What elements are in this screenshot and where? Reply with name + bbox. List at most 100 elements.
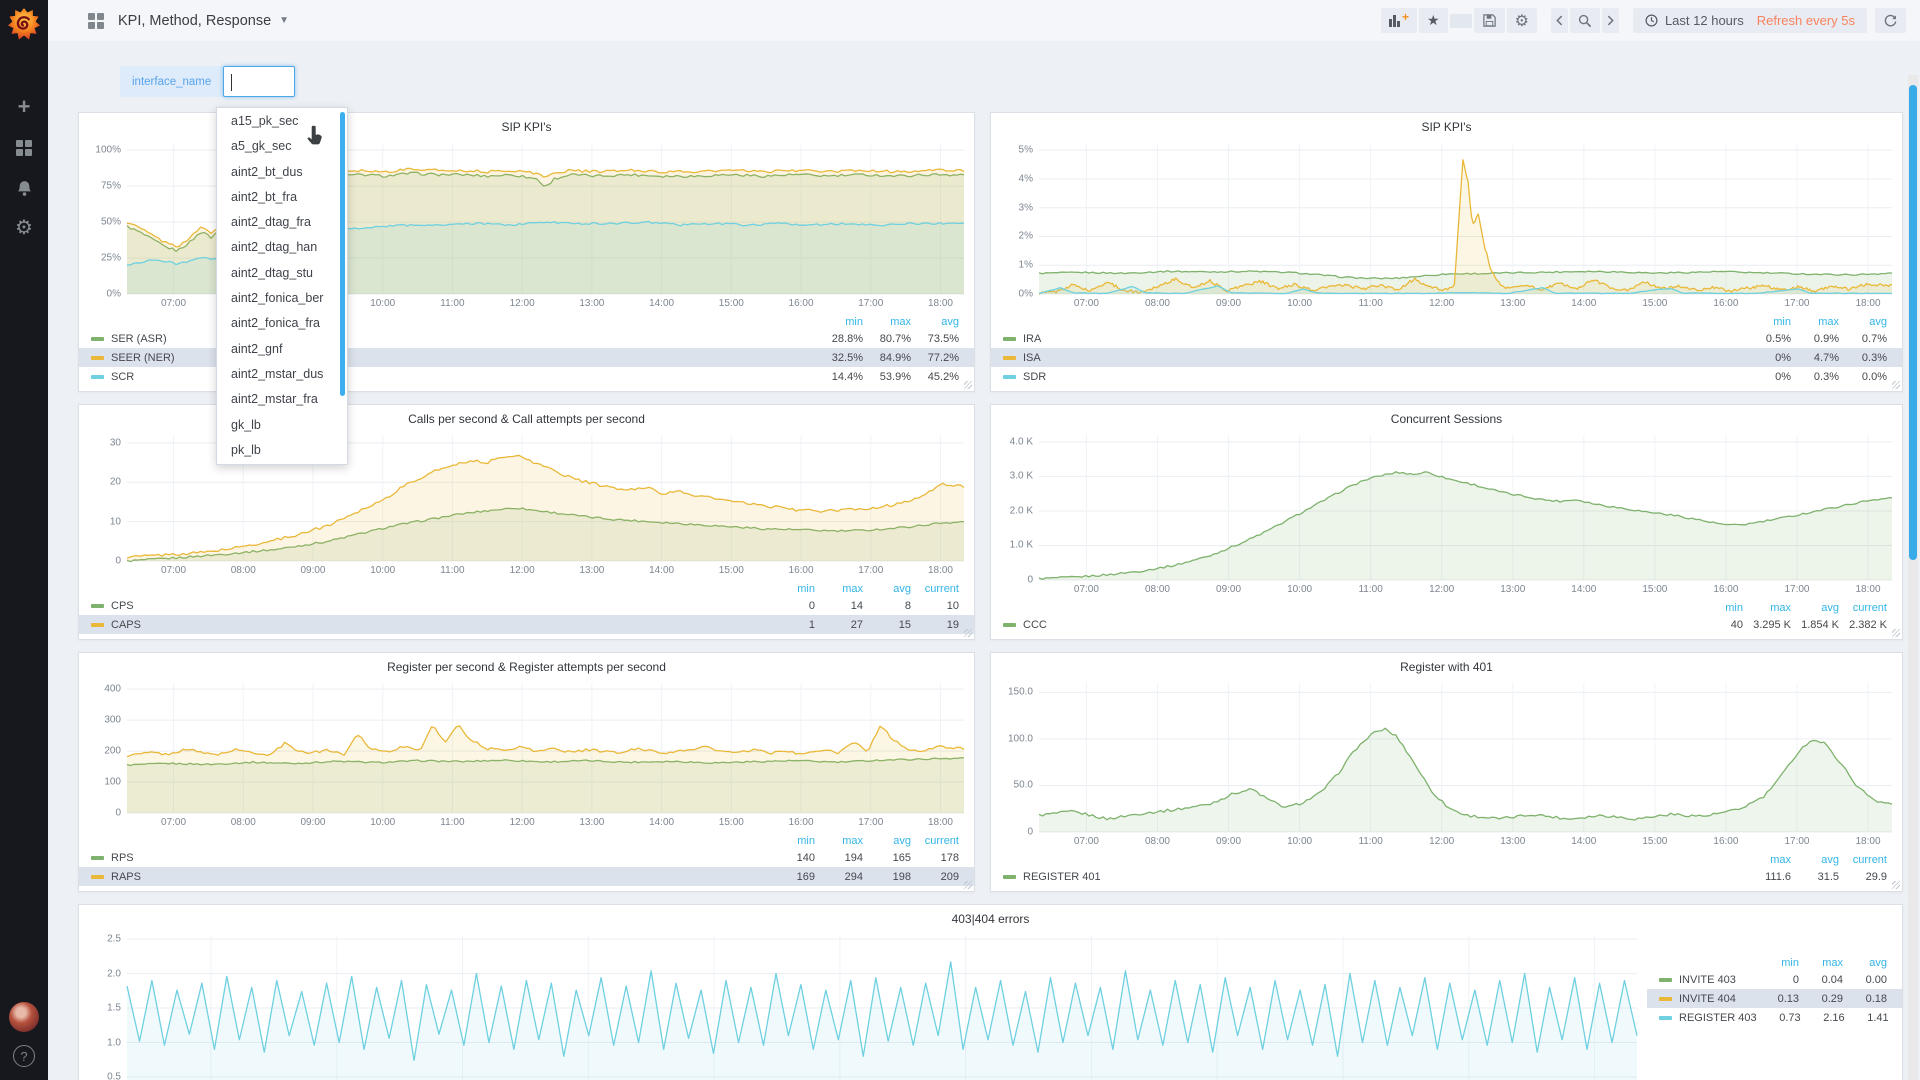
dropdown-option[interactable]: a15_pk_sec <box>231 114 299 128</box>
legend-row[interactable]: REGISTER 401 111.6 31.5 29.9 <box>991 867 1902 886</box>
x-tick-label: 17:00 <box>858 298 884 309</box>
chart-plot[interactable]: 5% 4% 3% 2% 1% 0% 07:00 08:00 09:00 10:00 11:00 12:… <box>1019 143 1892 309</box>
chart-plot[interactable]: 2.5 2.0 1.5 1.0 0.5 <box>107 934 1637 1080</box>
zoom-out-button[interactable] <box>1569 8 1600 33</box>
legend-row[interactable]: SDR 0% 0.3% 0.0% <box>991 367 1902 386</box>
dropdown-option[interactable]: aint2_bt_fra <box>231 189 298 204</box>
chart-plot[interactable]: 4.0 K 3.0 K 2.0 K 1.0 K 0 07:00 08:00 09:00 10:0… <box>1010 435 1892 595</box>
x-tick-label: 13:00 <box>579 298 605 309</box>
panel-title[interactable]: Concurrent Sessions <box>1390 412 1503 426</box>
legend-row[interactable]: SCR 14.4% 53.9% 45.2% <box>79 367 974 386</box>
dropdown-option[interactable]: aint2_dtag_han <box>231 240 318 255</box>
panel-legend: min max avg current CCC 40 3.295 K 1.854 K 2.382… <box>991 600 1902 634</box>
dropdown-option[interactable]: aint2_fonica_ber <box>231 291 324 306</box>
user-avatar[interactable] <box>9 1002 39 1032</box>
share-button[interactable] <box>1449 13 1472 28</box>
panel-title[interactable]: Calls per second & Call attempts per sec… <box>408 412 645 426</box>
panel-resize-handle[interactable] <box>964 381 972 389</box>
legend-stat-value: 77.2% <box>927 351 959 364</box>
legend-row[interactable]: REGISTER 403 0.73 2.16 1.41 <box>1647 1008 1902 1027</box>
x-tick-label: 18:00 <box>927 817 953 828</box>
panel-resize-handle[interactable] <box>964 629 972 637</box>
y-tick-label: 1.0 <box>107 1037 121 1048</box>
dropdown-option[interactable]: pk_lb <box>231 442 261 457</box>
dropdown-option[interactable]: aint2_mstar_fra <box>231 392 318 407</box>
chevron-right-icon <box>1607 15 1614 26</box>
dropdown-option[interactable]: aint2_bt_dus <box>231 164 303 179</box>
dropdown-option[interactable]: aint2_dtag_fra <box>231 215 311 230</box>
time-forward-button[interactable] <box>1601 8 1619 33</box>
legend-row[interactable]: CPS 0 14 8 10 <box>79 596 974 615</box>
x-tick-label: 18:00 <box>927 565 953 576</box>
series-color-swatch <box>1003 355 1016 360</box>
dropdown-scrollbar[interactable] <box>340 112 345 396</box>
panel-title[interactable]: SIP KPI's <box>1421 120 1472 134</box>
y-tick-label: 2.0 K <box>1009 505 1033 517</box>
legend-row[interactable]: INVITE 404 0.13 0.29 0.18 <box>1647 989 1902 1008</box>
legend-row[interactable]: ISA 0% 4.7% 0.3% <box>991 348 1902 367</box>
save-button[interactable] <box>1473 8 1505 33</box>
legend-row[interactable]: CAPS 1 27 15 19 <box>79 615 974 634</box>
chart-plot[interactable]: 400 300 200 100 0 07:00 08:00 09:00 10:00 11:00 12… <box>104 683 964 828</box>
y-tick-label: 4.0 K <box>1009 436 1033 448</box>
legend-row[interactable]: CCC 40 3.295 K 1.854 K 2.382 K <box>991 615 1902 634</box>
legend-row[interactable]: SER (ASR) 28.8% 80.7% 73.5% <box>79 329 974 348</box>
refresh-button[interactable] <box>1875 8 1906 33</box>
create-plus-icon[interactable]: + <box>17 94 31 119</box>
alerting-bell-icon[interactable] <box>0 173 48 203</box>
page-scrollbar-thumb[interactable] <box>1909 85 1917 560</box>
panel-title[interactable]: Register with 401 <box>1400 660 1493 674</box>
time-back-button[interactable] <box>1550 8 1568 33</box>
panel-title[interactable]: 403|404 errors <box>951 912 1030 926</box>
panel-sip-kpis-left: SIP KPI's100%75%50%25%0%07:0008:0009:001… <box>78 112 975 392</box>
panel-resize-handle[interactable] <box>1892 629 1900 637</box>
help-icon[interactable]: ? <box>13 1045 35 1067</box>
chart-plot[interactable]: 150.0 100.0 50.0 0 07:00 08:00 09:00 10:00 11:00… <box>1008 683 1892 847</box>
legend-stat-header: max <box>1818 315 1839 328</box>
variable-search-input[interactable] <box>223 66 296 97</box>
dashboard-title[interactable]: KPI, Method, Response ▼ <box>118 0 289 41</box>
dropdown-option[interactable]: aint2_gnf <box>231 341 283 356</box>
add-panel-button[interactable]: + <box>1381 8 1418 33</box>
x-tick-label: 07:00 <box>161 298 187 309</box>
legend-stat-value: 0.0% <box>1861 370 1887 383</box>
x-tick-label: 07:00 <box>1073 584 1099 595</box>
legend-row[interactable]: RPS 140 194 165 178 <box>79 848 974 867</box>
panel-title[interactable]: SIP KPI's <box>501 120 552 134</box>
legend-row[interactable]: INVITE 403 0 0.04 0.00 <box>1647 970 1902 989</box>
legend-row[interactable]: IRA 0.5% 0.9% 0.7% <box>991 329 1902 348</box>
x-tick-label: 09:00 <box>300 817 326 828</box>
panel-resize-handle[interactable] <box>964 881 972 889</box>
x-tick-label: 12:00 <box>509 298 535 309</box>
dropdown-option[interactable]: aint2_fonica_fra <box>231 316 320 331</box>
dashboard-grid-icon[interactable] <box>88 13 104 29</box>
series-name: CPS <box>91 600 767 612</box>
series-color-swatch <box>91 874 104 879</box>
dashboards-icon[interactable] <box>0 133 48 163</box>
dropdown-option[interactable]: gk_lb <box>231 417 261 432</box>
dropdown-option[interactable]: aint2_dtag_stu <box>231 265 314 280</box>
x-tick-label: 17:00 <box>858 565 884 576</box>
dashboard-settings-button[interactable]: ⚙ <box>1506 8 1537 33</box>
legend-row[interactable]: RAPS 169 294 198 209 <box>79 867 974 886</box>
legend-stat-value: 0.29 <box>1821 992 1843 1005</box>
star-button[interactable]: ★ <box>1419 8 1448 33</box>
time-range-picker[interactable]: Last 12 hours Refresh every 5s <box>1632 8 1867 33</box>
x-tick-label: 10:00 <box>370 817 396 828</box>
x-tick-label: 10:00 <box>1287 584 1313 595</box>
y-tick-label: 50.0 <box>1013 779 1033 791</box>
dropdown-option[interactable]: aint2_mstar_dus <box>231 366 324 381</box>
dropdown-option[interactable]: a5_gk_sec <box>231 139 292 154</box>
panel-title[interactable]: Register per second & Register attempts … <box>387 660 666 674</box>
settings-gear-icon[interactable]: ⚙ <box>15 216 33 239</box>
y-tick-label: 2% <box>1018 230 1033 242</box>
grafana-logo[interactable] <box>7 7 41 41</box>
page-scrollbar-track[interactable] <box>1908 75 1918 1080</box>
legend-stat-value: 165 <box>892 851 911 864</box>
x-tick-label: 12:00 <box>1429 584 1455 595</box>
legend-row[interactable]: SEER (NER) 32.5% 84.9% 77.2% <box>79 348 974 367</box>
panel-sip-kpis-right: SIP KPI's 5% 4% 3% 2% 1% 0% 07:00 08:00 09:00 10:0… <box>990 112 1903 392</box>
chart-plot[interactable]: 30 20 10 0 07:00 08:00 09:00 10:00 11:00 12:00 13:… <box>110 435 964 576</box>
panel-resize-handle[interactable] <box>1892 381 1900 389</box>
panel-resize-handle[interactable] <box>1892 881 1900 889</box>
